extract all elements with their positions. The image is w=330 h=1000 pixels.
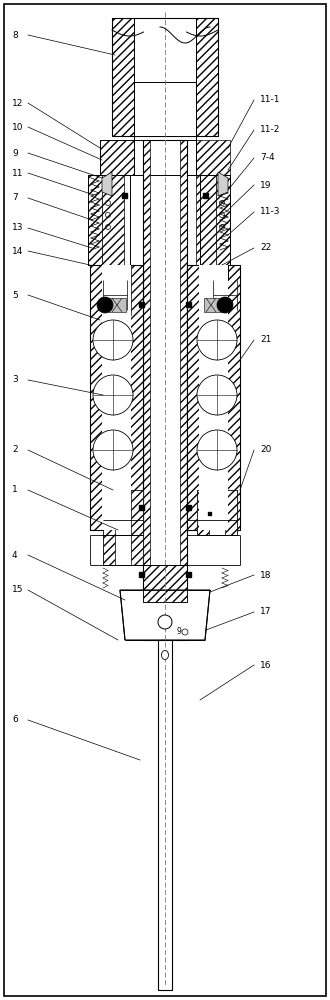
Bar — [143, 590, 187, 602]
Bar — [103, 490, 115, 535]
Bar — [158, 640, 172, 990]
Text: 6: 6 — [12, 716, 18, 724]
Bar — [187, 265, 240, 530]
Circle shape — [182, 629, 188, 635]
Text: 10: 10 — [12, 122, 23, 131]
Text: 14: 14 — [12, 246, 23, 255]
Bar — [134, 18, 196, 136]
Bar — [112, 18, 134, 136]
Text: 19: 19 — [260, 180, 272, 190]
Bar — [139, 572, 144, 577]
Ellipse shape — [161, 650, 169, 660]
Bar — [197, 490, 209, 535]
Bar — [150, 140, 180, 640]
Polygon shape — [120, 590, 210, 640]
Bar — [100, 140, 196, 175]
Bar — [102, 265, 131, 530]
Bar — [105, 267, 113, 275]
Polygon shape — [102, 172, 112, 196]
Bar — [196, 140, 230, 175]
Bar — [102, 175, 124, 265]
Circle shape — [197, 320, 237, 360]
Bar — [143, 140, 150, 640]
Text: 11-3: 11-3 — [260, 208, 280, 217]
Bar — [90, 265, 143, 530]
Bar — [199, 265, 228, 530]
Bar — [134, 82, 196, 136]
Circle shape — [158, 615, 172, 629]
Bar — [216, 175, 230, 265]
Circle shape — [93, 430, 133, 470]
Bar — [139, 505, 144, 510]
Text: 3: 3 — [12, 375, 18, 384]
Text: 1: 1 — [12, 486, 18, 494]
Text: 8: 8 — [12, 30, 18, 39]
Bar — [122, 193, 127, 198]
Bar — [131, 535, 143, 565]
Circle shape — [97, 297, 113, 313]
Bar — [197, 510, 212, 520]
Bar — [90, 265, 143, 530]
Text: 15: 15 — [12, 585, 23, 594]
Bar — [143, 590, 187, 602]
Bar — [186, 302, 191, 307]
Text: 16: 16 — [260, 660, 272, 670]
Bar — [196, 18, 218, 136]
Bar — [180, 140, 187, 640]
Text: 13: 13 — [12, 224, 23, 232]
Circle shape — [93, 375, 133, 415]
Bar — [103, 535, 115, 565]
Text: 7-4: 7-4 — [260, 153, 275, 162]
Text: 18: 18 — [260, 570, 272, 580]
Bar — [187, 265, 240, 530]
Bar — [103, 535, 143, 565]
Bar — [103, 490, 143, 535]
Text: 9: 9 — [177, 626, 182, 636]
Bar — [208, 512, 211, 515]
Text: 22: 22 — [260, 243, 271, 252]
Text: 5: 5 — [12, 290, 18, 300]
Bar — [225, 490, 237, 535]
Text: 2: 2 — [12, 446, 17, 454]
Text: 11: 11 — [12, 168, 23, 178]
Bar — [112, 18, 218, 136]
Text: 20: 20 — [260, 446, 271, 454]
Bar — [186, 572, 191, 577]
Bar — [186, 505, 191, 510]
Circle shape — [197, 375, 237, 415]
Bar — [88, 175, 130, 265]
Bar — [88, 175, 102, 265]
Circle shape — [217, 297, 233, 313]
Text: 17: 17 — [260, 607, 272, 616]
Bar — [131, 490, 143, 535]
Bar — [204, 298, 222, 312]
Bar — [196, 175, 216, 265]
Polygon shape — [218, 172, 228, 196]
Bar — [100, 140, 134, 175]
Text: 9: 9 — [12, 148, 18, 157]
Bar — [139, 302, 144, 307]
Bar — [115, 267, 123, 275]
Bar — [203, 193, 208, 198]
Bar — [108, 298, 126, 312]
Bar — [143, 565, 187, 590]
Bar — [143, 140, 187, 640]
Circle shape — [197, 430, 237, 470]
Bar — [103, 265, 131, 315]
Text: 11-2: 11-2 — [260, 125, 280, 134]
Text: 7: 7 — [12, 194, 18, 202]
Text: 12: 12 — [12, 99, 23, 107]
Bar — [197, 490, 237, 535]
Text: 4: 4 — [12, 550, 17, 560]
Circle shape — [93, 320, 133, 360]
Bar — [143, 565, 187, 590]
Bar — [200, 175, 230, 265]
Text: 11-1: 11-1 — [260, 96, 280, 104]
Text: 21: 21 — [260, 336, 271, 344]
